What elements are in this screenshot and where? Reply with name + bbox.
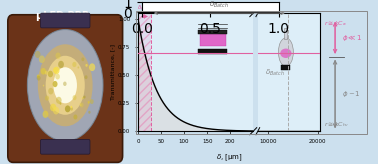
Circle shape (53, 81, 57, 87)
Circle shape (37, 74, 40, 78)
Text: $\phi$ ~1: $\phi$ ~1 (342, 89, 360, 99)
Text: $\delta_{Batch}$: $\delta_{Batch}$ (209, 0, 229, 10)
Circle shape (81, 57, 84, 61)
Circle shape (43, 85, 44, 87)
Circle shape (53, 107, 59, 114)
Circle shape (85, 64, 88, 67)
Circle shape (65, 105, 70, 112)
FancyBboxPatch shape (198, 30, 227, 34)
Circle shape (59, 102, 62, 105)
Circle shape (82, 97, 84, 99)
Circle shape (56, 52, 60, 59)
Y-axis label: Transmittance, [-]: Transmittance, [-] (110, 44, 115, 100)
Circle shape (41, 68, 46, 75)
Circle shape (88, 101, 90, 104)
Circle shape (73, 95, 76, 100)
Circle shape (56, 97, 62, 104)
Circle shape (72, 62, 76, 67)
Circle shape (54, 67, 60, 74)
Circle shape (55, 74, 60, 80)
Text: $\delta$, [μm]: $\delta$, [μm] (215, 152, 243, 163)
Circle shape (63, 82, 67, 86)
Circle shape (77, 66, 79, 69)
Circle shape (45, 71, 48, 75)
Circle shape (83, 96, 85, 98)
Circle shape (39, 55, 45, 63)
Text: $\delta_{Batch}$: $\delta_{Batch}$ (265, 68, 285, 78)
Ellipse shape (38, 44, 93, 126)
Circle shape (80, 104, 82, 106)
Text: $\delta_{\mu LED}$: $\delta_{\mu LED}$ (137, 4, 152, 14)
FancyBboxPatch shape (8, 15, 122, 162)
Circle shape (58, 61, 64, 68)
Text: $r \cong kC_{h\nu}$: $r \cong kC_{h\nu}$ (324, 120, 350, 129)
Circle shape (85, 75, 88, 79)
Circle shape (90, 99, 94, 104)
Circle shape (43, 111, 48, 118)
Circle shape (88, 111, 91, 114)
Circle shape (37, 76, 40, 81)
FancyBboxPatch shape (282, 65, 290, 70)
Text: μLED PBR: μLED PBR (36, 11, 89, 21)
Circle shape (48, 88, 53, 94)
Ellipse shape (46, 56, 85, 115)
Text: $r \cong kC_a$: $r \cong kC_a$ (324, 19, 347, 28)
FancyBboxPatch shape (198, 49, 227, 54)
Ellipse shape (27, 30, 103, 141)
Circle shape (50, 104, 56, 111)
FancyBboxPatch shape (40, 13, 90, 28)
Ellipse shape (53, 67, 77, 103)
Circle shape (80, 102, 84, 107)
Circle shape (53, 67, 57, 73)
Circle shape (89, 63, 95, 71)
Circle shape (278, 38, 293, 66)
Circle shape (48, 71, 53, 77)
Circle shape (71, 106, 72, 108)
Circle shape (70, 107, 73, 111)
Text: $\phi \ll 1$: $\phi \ll 1$ (342, 33, 362, 43)
Ellipse shape (280, 49, 291, 58)
FancyBboxPatch shape (200, 33, 226, 46)
Circle shape (45, 96, 49, 101)
FancyBboxPatch shape (284, 29, 287, 39)
Circle shape (35, 51, 40, 58)
Circle shape (73, 114, 77, 120)
FancyBboxPatch shape (40, 139, 90, 154)
